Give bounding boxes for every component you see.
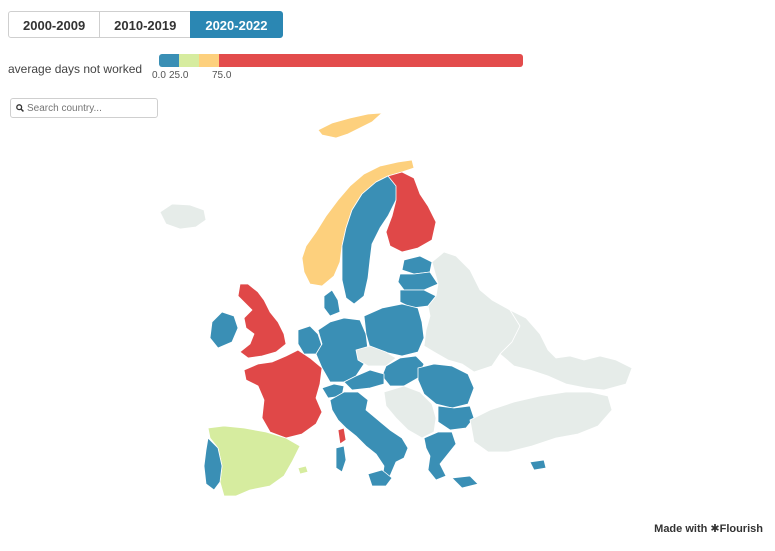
tab-2020-2022[interactable]: 2020-2022 <box>190 11 283 38</box>
legend-segment-green <box>179 54 200 67</box>
region-crete[interactable] <box>451 475 479 489</box>
region-france[interactable] <box>243 349 323 439</box>
legend-segment-yellow <box>199 54 220 67</box>
region-czechia[interactable] <box>355 345 397 367</box>
region-italy[interactable] <box>329 391 409 481</box>
search-icon <box>16 104 24 112</box>
legend-segment-red <box>219 54 523 67</box>
legend-segment-blue <box>159 54 180 67</box>
legend-tick-25: 25.0 <box>169 70 189 81</box>
search-input[interactable] <box>27 100 153 116</box>
region-iceland[interactable] <box>159 203 207 230</box>
period-tabs: 2000-2009 2010-2019 2020-2022 <box>8 11 283 38</box>
region-greece[interactable] <box>423 431 457 481</box>
region-denmark[interactable] <box>323 289 341 317</box>
region-poland[interactable] <box>363 303 425 357</box>
region-svalbard[interactable] <box>317 112 383 139</box>
region-turkey[interactable] <box>469 391 613 453</box>
legend-color-scale <box>159 54 523 67</box>
region-corsica[interactable] <box>337 427 347 445</box>
legend-tick-0: 0.0 <box>152 70 166 81</box>
tab-2000-2009[interactable]: 2000-2009 <box>8 11 101 38</box>
region-russia-belarus-ukraine[interactable] <box>423 251 521 373</box>
region-russia-east[interactable] <box>499 309 633 391</box>
legend-tick-75: 75.0 <box>212 70 232 81</box>
region-united-kingdom[interactable] <box>237 283 287 359</box>
region-germany[interactable] <box>315 317 369 383</box>
legend-title: average days not worked <box>8 62 143 76</box>
region-switzerland[interactable] <box>321 383 345 399</box>
region-bulgaria[interactable] <box>437 405 475 431</box>
region-balkans[interactable] <box>383 385 437 439</box>
region-balearic[interactable] <box>297 465 309 475</box>
region-ireland[interactable] <box>209 311 239 349</box>
tab-2010-2019[interactable]: 2010-2019 <box>99 11 192 38</box>
region-sardinia[interactable] <box>335 445 347 473</box>
flourish-credit[interactable]: Made with ✱Flourish <box>654 523 763 535</box>
search-box[interactable] <box>10 98 158 118</box>
region-portugal[interactable] <box>203 437 223 491</box>
region-latvia[interactable] <box>397 271 439 291</box>
region-sweden[interactable] <box>341 175 399 305</box>
region-austria[interactable] <box>343 369 385 391</box>
region-estonia[interactable] <box>401 255 433 275</box>
region-romania[interactable] <box>417 363 475 409</box>
region-sicily[interactable] <box>367 469 393 487</box>
region-cyprus[interactable] <box>529 459 547 471</box>
region-finland[interactable] <box>385 171 437 253</box>
